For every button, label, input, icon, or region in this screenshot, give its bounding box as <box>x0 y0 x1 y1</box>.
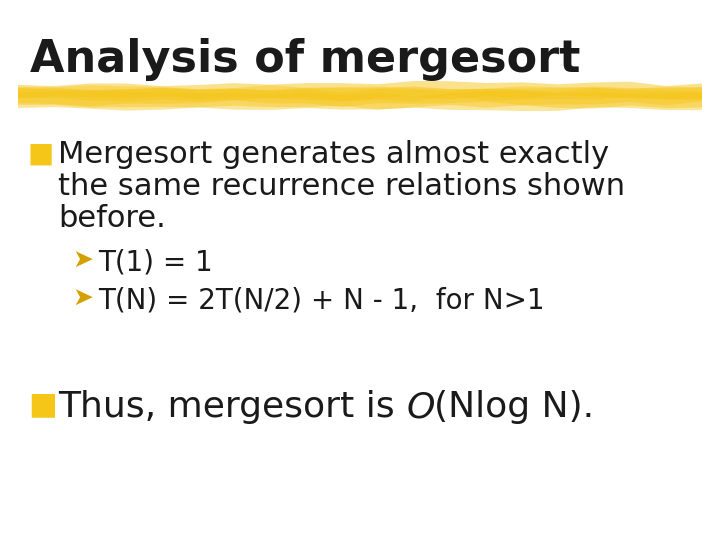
Text: Analysis of mergesort: Analysis of mergesort <box>30 38 580 81</box>
Text: the same recurrence relations shown: the same recurrence relations shown <box>58 172 625 201</box>
Text: T(N) = 2T(N/2) + N - 1,  for N>1: T(N) = 2T(N/2) + N - 1, for N>1 <box>98 286 544 314</box>
Text: (Nlog N).: (Nlog N). <box>434 390 595 424</box>
Polygon shape <box>18 91 702 111</box>
Polygon shape <box>18 81 702 101</box>
Text: ➤: ➤ <box>72 286 93 310</box>
Polygon shape <box>18 88 702 110</box>
Text: Thus, mergesort is: Thus, mergesort is <box>58 390 406 424</box>
Text: O: O <box>406 390 434 424</box>
Text: before.: before. <box>58 204 166 233</box>
Text: T(1) = 1: T(1) = 1 <box>98 248 212 276</box>
Text: ➤: ➤ <box>72 248 93 272</box>
Text: ■: ■ <box>28 390 57 419</box>
Text: Mergesort generates almost exactly: Mergesort generates almost exactly <box>58 140 609 169</box>
Text: ■: ■ <box>28 140 54 168</box>
Polygon shape <box>18 85 702 102</box>
Polygon shape <box>18 86 702 107</box>
